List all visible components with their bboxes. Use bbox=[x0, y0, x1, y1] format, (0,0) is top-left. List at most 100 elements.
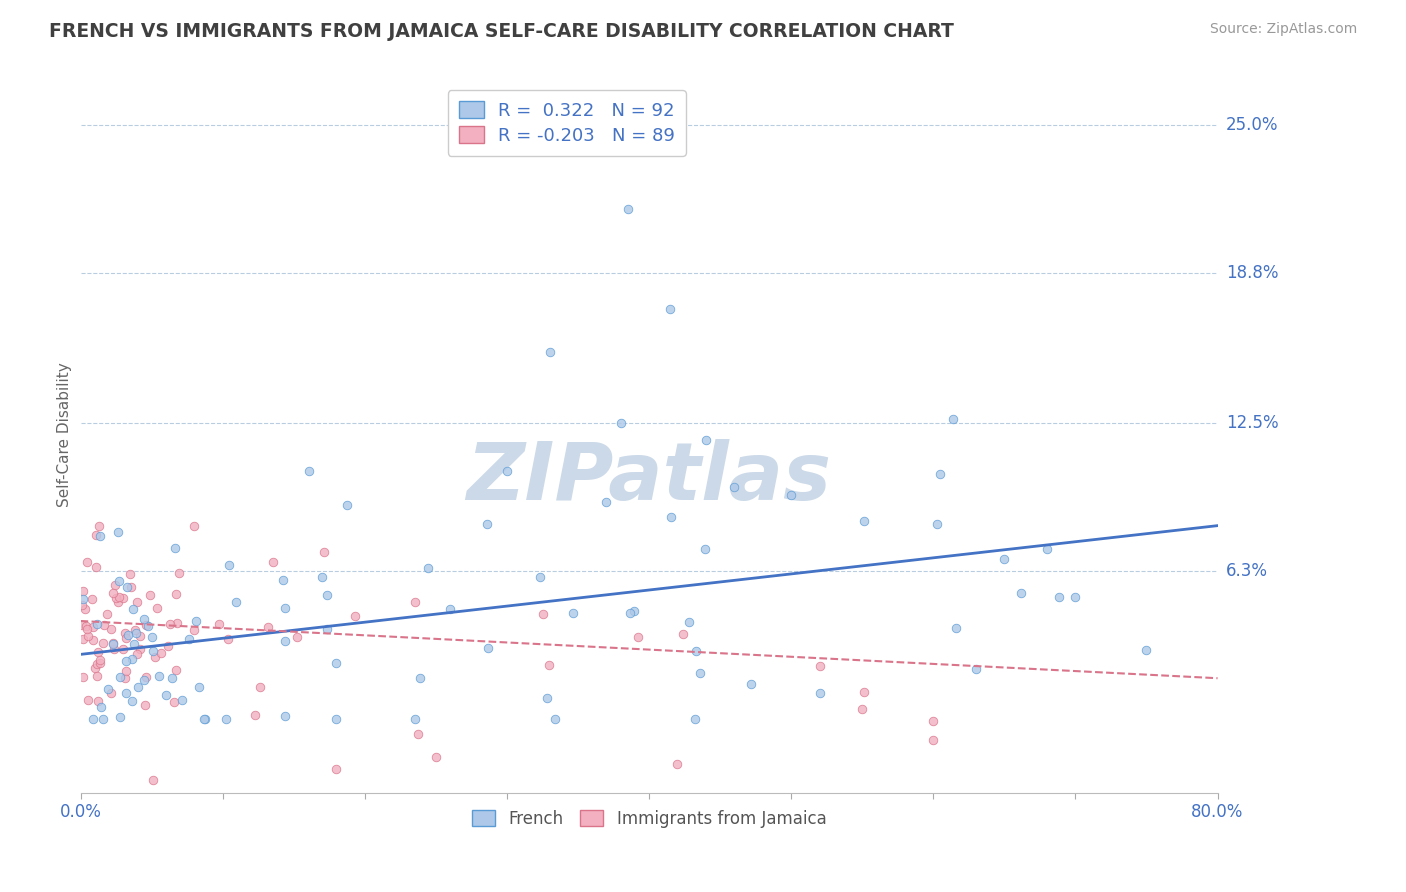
Point bbox=[538, 344, 561, 359]
Point bbox=[965, 662, 987, 676]
Point bbox=[344, 608, 367, 623]
Point bbox=[249, 680, 271, 694]
Point bbox=[76, 555, 98, 569]
Point bbox=[314, 544, 336, 558]
Point bbox=[72, 584, 94, 599]
Point bbox=[218, 558, 240, 572]
Point bbox=[298, 464, 321, 478]
Point bbox=[183, 518, 205, 533]
Point bbox=[316, 588, 339, 602]
Point bbox=[325, 656, 347, 670]
Point bbox=[90, 700, 112, 714]
Point bbox=[125, 647, 148, 661]
Point bbox=[316, 623, 339, 637]
Point bbox=[72, 592, 94, 607]
Point bbox=[145, 650, 167, 665]
Point bbox=[97, 681, 120, 696]
Point bbox=[115, 631, 138, 645]
Point bbox=[108, 710, 131, 724]
Point bbox=[86, 669, 108, 683]
Point bbox=[114, 626, 136, 640]
Point bbox=[685, 643, 707, 657]
Point bbox=[82, 712, 104, 726]
Point bbox=[536, 691, 558, 706]
Point bbox=[89, 529, 111, 543]
Point bbox=[84, 559, 107, 574]
Point bbox=[257, 620, 280, 634]
Point bbox=[117, 628, 139, 642]
Point bbox=[531, 607, 554, 622]
Text: 12.5%: 12.5% bbox=[1226, 414, 1278, 432]
Point bbox=[114, 671, 136, 685]
Point bbox=[87, 645, 110, 659]
Point bbox=[562, 607, 585, 621]
Point bbox=[155, 688, 177, 702]
Point bbox=[89, 518, 111, 533]
Point bbox=[100, 623, 122, 637]
Point bbox=[135, 670, 157, 684]
Point bbox=[683, 712, 706, 726]
Point bbox=[177, 632, 200, 646]
Point bbox=[193, 712, 215, 726]
Point bbox=[852, 514, 875, 528]
Point bbox=[121, 652, 143, 666]
Point bbox=[425, 750, 447, 764]
Point bbox=[93, 618, 115, 632]
Point bbox=[96, 607, 118, 621]
Point bbox=[689, 665, 711, 680]
Point bbox=[141, 631, 163, 645]
Point bbox=[82, 591, 104, 606]
Text: 6.3%: 6.3% bbox=[1226, 562, 1268, 580]
Point bbox=[159, 616, 181, 631]
Point bbox=[183, 623, 205, 637]
Point bbox=[115, 664, 138, 678]
Point bbox=[103, 641, 125, 656]
Point bbox=[163, 695, 186, 709]
Point bbox=[927, 517, 949, 532]
Point bbox=[496, 464, 519, 478]
Point bbox=[117, 580, 139, 594]
Point bbox=[146, 601, 169, 615]
Point bbox=[121, 694, 143, 708]
Point bbox=[225, 594, 247, 608]
Point bbox=[166, 615, 188, 630]
Point bbox=[129, 629, 152, 643]
Point bbox=[1135, 642, 1157, 657]
Point bbox=[409, 671, 432, 685]
Point bbox=[780, 488, 803, 502]
Point bbox=[104, 591, 127, 606]
Point bbox=[666, 757, 689, 772]
Point bbox=[808, 685, 831, 699]
Y-axis label: Self-Care Disability: Self-Care Disability bbox=[58, 363, 72, 508]
Point bbox=[125, 595, 148, 609]
Point bbox=[136, 619, 159, 633]
Point bbox=[262, 555, 284, 569]
Point bbox=[91, 636, 114, 650]
Text: Source: ZipAtlas.com: Source: ZipAtlas.com bbox=[1209, 22, 1357, 37]
Point bbox=[108, 574, 131, 588]
Point bbox=[544, 712, 567, 726]
Point bbox=[1010, 586, 1032, 600]
Point bbox=[274, 600, 297, 615]
Point bbox=[107, 595, 129, 609]
Point bbox=[101, 636, 124, 650]
Point bbox=[70, 618, 93, 632]
Point bbox=[156, 639, 179, 653]
Point bbox=[76, 622, 98, 636]
Point bbox=[132, 612, 155, 626]
Point bbox=[993, 552, 1015, 566]
Point bbox=[929, 467, 952, 481]
Text: ZIPatlas: ZIPatlas bbox=[467, 439, 831, 517]
Point bbox=[271, 573, 294, 587]
Point bbox=[217, 632, 239, 646]
Point bbox=[695, 433, 717, 447]
Point bbox=[163, 541, 186, 555]
Point bbox=[477, 641, 499, 656]
Point bbox=[110, 670, 132, 684]
Text: 25.0%: 25.0% bbox=[1226, 116, 1278, 134]
Point bbox=[723, 481, 745, 495]
Point bbox=[118, 566, 141, 581]
Point bbox=[325, 712, 347, 726]
Point bbox=[1036, 542, 1059, 557]
Point bbox=[86, 617, 108, 632]
